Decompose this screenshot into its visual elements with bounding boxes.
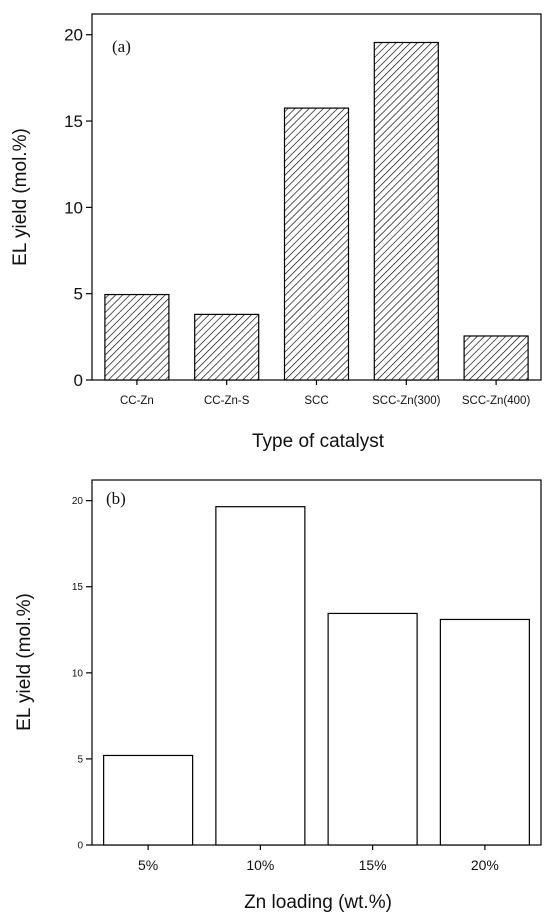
y-tick-label: 15	[64, 112, 83, 131]
bar	[215, 506, 306, 846]
x-tick-label: SCC-Zn(300)	[372, 395, 441, 407]
bar	[327, 612, 418, 846]
bar	[373, 41, 439, 381]
y-axis-label: EL yield (mol.%)	[14, 593, 35, 731]
y-tick-label: 10	[72, 668, 84, 679]
x-tick-label: 20%	[471, 857, 499, 873]
plot-frame	[91, 479, 542, 846]
bar	[439, 618, 530, 846]
y-tick-label: 0	[77, 841, 83, 852]
x-ticks: 5% 10% 15% 20%	[138, 845, 499, 873]
bar	[194, 313, 260, 381]
y-axis-label: EL yield (mol.%)	[10, 128, 31, 266]
y-ticks: 0 5 10 15 20	[72, 496, 92, 852]
y-tick-label: 0	[74, 371, 83, 390]
bars	[103, 506, 530, 846]
y-tick-label: 20	[64, 26, 83, 45]
x-ticks: CC-Zn CC-Zn-S SCC SCC-Zn(300) SCC-Zn(400)	[120, 380, 530, 407]
y-tick-label: 5	[74, 285, 83, 304]
x-tick-label: 15%	[359, 857, 387, 873]
chart-panel-b: (b) EL yield (mol.%) Zn loading (wt.%) 0…	[14, 479, 542, 913]
bar	[283, 107, 350, 381]
bar	[104, 293, 170, 381]
panel-label: (a)	[112, 37, 131, 56]
x-tick-label: CC-Zn-S	[204, 395, 250, 407]
y-tick-label: 10	[64, 198, 83, 217]
bar	[463, 335, 529, 381]
chart-panel-a: (a) EL yield (mol.%) Type of catalyst 0 5…	[10, 13, 542, 452]
x-axis-label: Zn loading (wt.%)	[244, 892, 392, 913]
bars	[104, 41, 529, 381]
x-tick-label: SCC	[304, 395, 328, 407]
x-tick-label: 10%	[246, 857, 274, 873]
bar	[103, 754, 194, 846]
x-axis-label: Type of catalyst	[252, 431, 385, 452]
y-tick-label: 15	[72, 582, 84, 593]
y-tick-label: 20	[72, 496, 84, 507]
x-tick-label: CC-Zn	[120, 395, 154, 407]
x-tick-label: SCC-Zn(400)	[462, 395, 531, 407]
y-ticks: 0 5 10 15 20	[64, 26, 92, 390]
panel-label: (b)	[106, 489, 126, 508]
x-tick-label: 5%	[138, 857, 158, 873]
y-tick-label: 5	[77, 754, 83, 765]
